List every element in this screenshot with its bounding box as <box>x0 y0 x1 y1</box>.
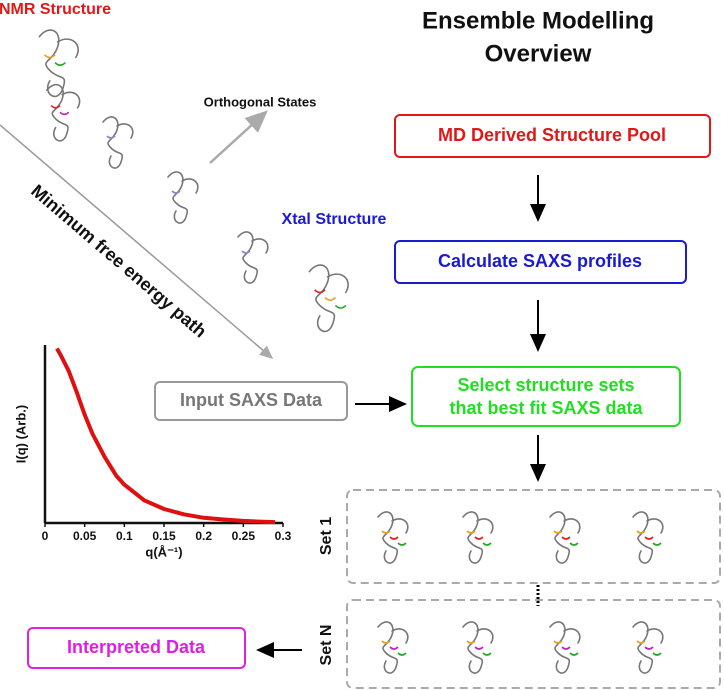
interpreted-text: Interpreted Data <box>67 637 206 657</box>
structure-part <box>652 652 662 656</box>
structure-part <box>466 640 476 644</box>
orthogonal-label: Orthogonal States <box>204 94 317 109</box>
structure-part <box>59 111 70 116</box>
title-line: Overview <box>485 40 592 67</box>
saxs-box <box>394 240 687 284</box>
structure-part <box>474 646 484 650</box>
structure-part <box>569 542 579 546</box>
structure-part <box>389 646 399 650</box>
structure-part <box>314 289 326 294</box>
structure-part <box>171 190 181 194</box>
orthogonal-arrow <box>209 110 268 164</box>
structure <box>549 621 581 674</box>
structure-part <box>44 54 56 59</box>
structure-part <box>50 105 61 109</box>
structure-part <box>241 250 251 254</box>
structure <box>632 621 664 674</box>
structure-part <box>106 135 116 139</box>
input-text: Input SAXS Data <box>180 390 323 410</box>
saxs-chart: 0 0.05 0.1 0.15 0.2 0.25 0.3 q(Å⁻¹) I(q) (Arb.) <box>13 345 292 559</box>
xtal-label: Xtal Structure <box>282 211 387 228</box>
structure-part <box>553 640 563 644</box>
structure <box>549 511 581 564</box>
interpreted-box <box>27 627 246 669</box>
structure-part <box>644 536 654 540</box>
structure <box>167 171 199 224</box>
structure <box>462 511 494 564</box>
x-tick-label: 0 <box>42 529 49 543</box>
structure-part <box>381 640 391 644</box>
structure <box>632 511 664 564</box>
structures <box>38 29 664 674</box>
structure-part <box>397 542 407 546</box>
structure-part <box>474 536 484 540</box>
select-box <box>411 366 681 427</box>
input-box <box>154 381 348 421</box>
select-text: Select structure sets <box>457 375 634 395</box>
structure-part <box>397 652 407 656</box>
select-text: that best fit SAXS data <box>449 398 643 418</box>
structure-part <box>561 536 571 540</box>
structure-part <box>636 530 646 534</box>
structure-part <box>54 62 66 66</box>
title-line: Ensemble Modelling <box>422 7 654 34</box>
structure <box>377 621 409 674</box>
structure <box>46 83 81 142</box>
pool-box <box>394 114 711 158</box>
y-axis-label: I(q) (Arb.) <box>13 405 28 463</box>
set-box <box>346 489 721 584</box>
nmr-label: NMR Structure <box>0 1 111 18</box>
structure-part <box>389 536 399 540</box>
saxs-text: Calculate SAXS profiles <box>438 251 642 271</box>
structure-part <box>466 530 476 534</box>
structure <box>308 264 349 333</box>
x-tick-label: 0.2 <box>195 529 212 543</box>
structure-part <box>644 646 654 650</box>
x-tick-label: 0.1 <box>116 529 133 543</box>
structure-part <box>652 542 662 546</box>
set-label: Set N <box>318 625 335 666</box>
structure-part <box>381 530 391 534</box>
structure-part <box>569 652 579 656</box>
x-tick-label: 0.3 <box>275 529 292 543</box>
structure <box>102 116 134 169</box>
x-axis-label: q(Å⁻¹) <box>145 544 182 559</box>
structure <box>377 511 409 564</box>
energy-path-arrow <box>0 124 274 359</box>
x-tick-label: 0.25 <box>232 529 256 543</box>
energy-path-label: Minimum free energy path <box>27 181 210 342</box>
saxs-curve <box>55 347 276 525</box>
x-tick-label: 0.15 <box>152 529 176 543</box>
x-tick-label: 0.05 <box>73 529 97 543</box>
set-label: Set 1 <box>318 517 335 555</box>
structure-part <box>636 640 646 644</box>
structure <box>38 29 79 98</box>
structure-part <box>553 530 563 534</box>
structure-part <box>334 304 347 309</box>
pool-text: MD Derived Structure Pool <box>438 125 666 145</box>
structure <box>237 231 269 284</box>
set-box <box>346 599 721 689</box>
structure <box>462 621 494 674</box>
structure-part <box>561 646 571 650</box>
structure-part <box>482 542 492 546</box>
structure-part <box>324 297 336 301</box>
structure-part <box>482 652 492 656</box>
